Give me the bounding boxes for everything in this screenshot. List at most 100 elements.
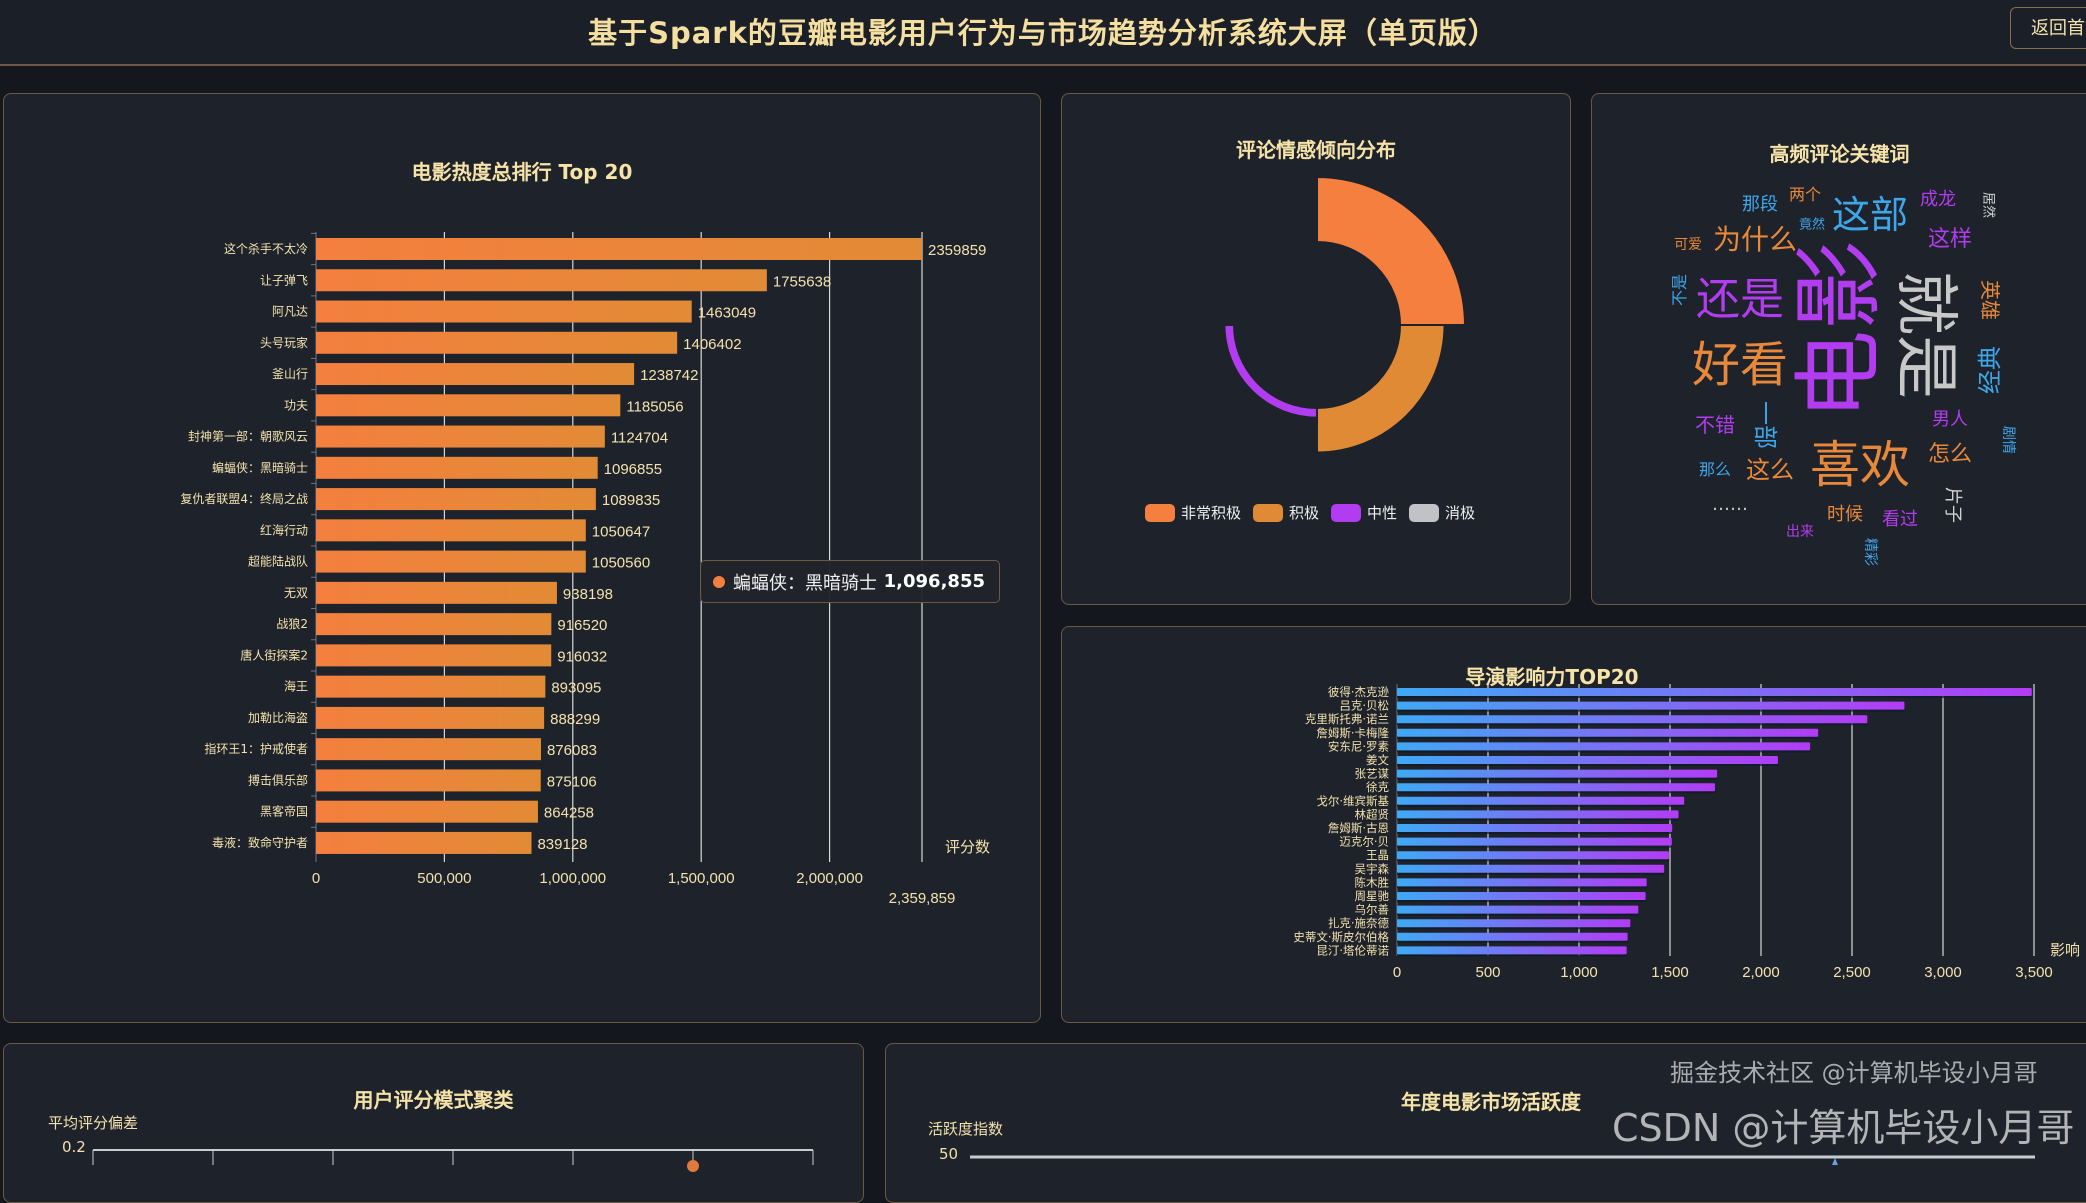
bar xyxy=(1397,905,1639,914)
bar xyxy=(1397,878,1647,887)
bar xyxy=(316,488,596,511)
x-tick-label: 3,000 xyxy=(1924,964,1962,981)
chart-tooltip: 蝙蝠侠：黑暗骑士 1,096,855 xyxy=(700,560,1000,603)
sentiment-title: 评论情感倾向分布 xyxy=(1236,138,1396,162)
value-label: 1755638 xyxy=(773,273,831,290)
wordcloud-word[interactable]: 喜欢 xyxy=(1810,436,1910,494)
x-tick-label: 1,000 xyxy=(1560,964,1598,981)
legend-item[interactable]: 非常积极 xyxy=(1145,502,1241,523)
directors-chart: 0 500 1,000 1,500 2,000 2,500 3,000 3,500 彼得·杰克逊… xyxy=(1293,684,2080,981)
bar xyxy=(1397,837,1672,846)
category-label: 搏击俱乐部 xyxy=(248,772,308,787)
watermark-secondary: 掘金技术社区 @计算机毕设小月哥 xyxy=(1670,1059,2038,1087)
bar xyxy=(1397,756,1778,764)
wordcloud-word[interactable]: 两个 xyxy=(1788,185,1822,204)
clusters-y-axis-label: 平均评分偏差 xyxy=(48,1114,139,1132)
bar xyxy=(1397,688,2032,696)
bar xyxy=(1397,769,1718,778)
wordcloud-word[interactable]: 这么 xyxy=(1746,456,1794,484)
value-label: 1096855 xyxy=(604,461,662,478)
wordcloud-word[interactable]: 看过 xyxy=(1882,509,1918,530)
value-label: 916520 xyxy=(557,617,607,634)
x-tick-label: 1,500 xyxy=(1651,964,1689,981)
category-label: 复仇者联盟4：终局之战 xyxy=(180,491,308,506)
bar xyxy=(316,769,541,792)
value-label: 1238742 xyxy=(640,367,698,384)
legend-item[interactable]: 中性 xyxy=(1331,502,1397,523)
pie-slice xyxy=(1223,324,1318,419)
wordcloud-title: 高频评论关键词 xyxy=(1769,142,1910,166)
category-label: 周星驰 xyxy=(1355,889,1390,903)
category-label: 无双 xyxy=(284,586,308,600)
bar xyxy=(316,831,532,854)
tooltip-value: 1,096,855 xyxy=(883,571,985,592)
bar xyxy=(1397,919,1631,928)
wordcloud-word[interactable]: 时候 xyxy=(1827,504,1863,525)
wordcloud-word[interactable]: 还是 xyxy=(1696,274,1784,325)
category-label: 詹姆斯·古恩 xyxy=(1328,821,1389,835)
bar xyxy=(1397,824,1673,832)
wordcloud-word[interactable]: 成龙 xyxy=(1920,189,1956,210)
category-label: 吴宇森 xyxy=(1355,862,1390,876)
wordcloud-word[interactable]: 不错 xyxy=(1695,413,1735,437)
activity-y-tick: 50 xyxy=(939,1145,959,1163)
wordcloud-word[interactable]: 好看 xyxy=(1691,337,1789,393)
value-label: 1185056 xyxy=(626,398,683,415)
wordcloud-word[interactable]: 可爱 xyxy=(1674,237,1702,253)
category-label: 史蒂文·斯皮尔伯格 xyxy=(1293,930,1389,944)
category-label: 唐人街探案2 xyxy=(240,647,308,662)
x-tick-label: 1,500,000 xyxy=(668,870,735,887)
wordcloud-word[interactable]: 为什么 xyxy=(1712,223,1798,256)
legend-label: 中性 xyxy=(1367,504,1398,522)
value-label: 1406402 xyxy=(683,336,741,353)
wordcloud-word[interactable]: 那段 xyxy=(1742,194,1778,215)
category-label: 封神第一部：朝歌风云 xyxy=(188,429,308,444)
page-title: 基于Spark的豆瓣电影用户行为与市场趋势分析系统大屏（单页版） xyxy=(588,16,1498,50)
legend-item[interactable]: 消极 xyxy=(1409,502,1475,523)
tooltip-name: 蝙蝠侠：黑暗骑士 xyxy=(733,572,877,594)
wordcloud-word[interactable]: 出来 xyxy=(1786,524,1814,540)
wordcloud-word[interactable]: 竟然 xyxy=(1798,217,1826,233)
wordcloud-word[interactable]: …… xyxy=(1712,494,1748,515)
bar xyxy=(1397,946,1627,955)
category-label: 战狼2 xyxy=(276,616,308,631)
wordcloud-word[interactable]: 那么 xyxy=(1698,460,1732,479)
wordcloud-word[interactable]: 这部 xyxy=(1831,193,1909,237)
bar xyxy=(316,331,678,354)
bar xyxy=(316,456,598,479)
x-tick-label: 0 xyxy=(1393,964,1401,981)
bar xyxy=(316,738,541,761)
bar xyxy=(316,613,552,636)
activity-y-axis-label: 活跃度指数 xyxy=(928,1120,1004,1138)
bar xyxy=(1397,701,1905,710)
category-label: 加勒比海盗 xyxy=(248,710,308,725)
value-label: 876083 xyxy=(547,742,597,759)
category-label: 这个杀手不太冷 xyxy=(224,241,308,256)
x-tick-label: 500,000 xyxy=(417,870,471,887)
legend-swatch xyxy=(1331,503,1362,522)
bar xyxy=(316,644,552,667)
category-label: 超能陆战队 xyxy=(248,554,308,569)
bar xyxy=(316,363,635,386)
category-label: 釜山行 xyxy=(272,366,308,381)
wordcloud-word[interactable]: 男人 xyxy=(1932,409,1968,430)
bar xyxy=(316,394,621,417)
wordcloud-word[interactable]: 这样 xyxy=(1927,227,1973,252)
category-label: 克里斯托弗·诺兰 xyxy=(1305,712,1389,726)
category-label: 指环王1：护戒使者 xyxy=(204,741,308,756)
x-tick-label: 1,000,000 xyxy=(539,870,606,887)
sentiment-chart xyxy=(1223,176,1466,454)
category-label: 扎克·施奈德 xyxy=(1328,916,1390,930)
back-home-button[interactable]: 返回首页 xyxy=(2010,7,2086,49)
category-label: 戈尔·维宾斯基 xyxy=(1316,794,1389,808)
bar xyxy=(1397,728,1819,737)
bar xyxy=(1397,796,1685,805)
category-label: 王晶 xyxy=(1366,848,1389,862)
clusters-y-tick: 0.2 xyxy=(62,1138,86,1156)
wordcloud-word[interactable]: 怎么 xyxy=(1927,442,1973,467)
legend-item[interactable]: 积极 xyxy=(1253,502,1319,523)
x-tick-label: 500 xyxy=(1475,964,1500,981)
legend-swatch xyxy=(1253,503,1284,522)
category-label: 蝙蝠侠：黑暗骑士 xyxy=(212,460,308,475)
legend-swatch xyxy=(1409,503,1440,522)
